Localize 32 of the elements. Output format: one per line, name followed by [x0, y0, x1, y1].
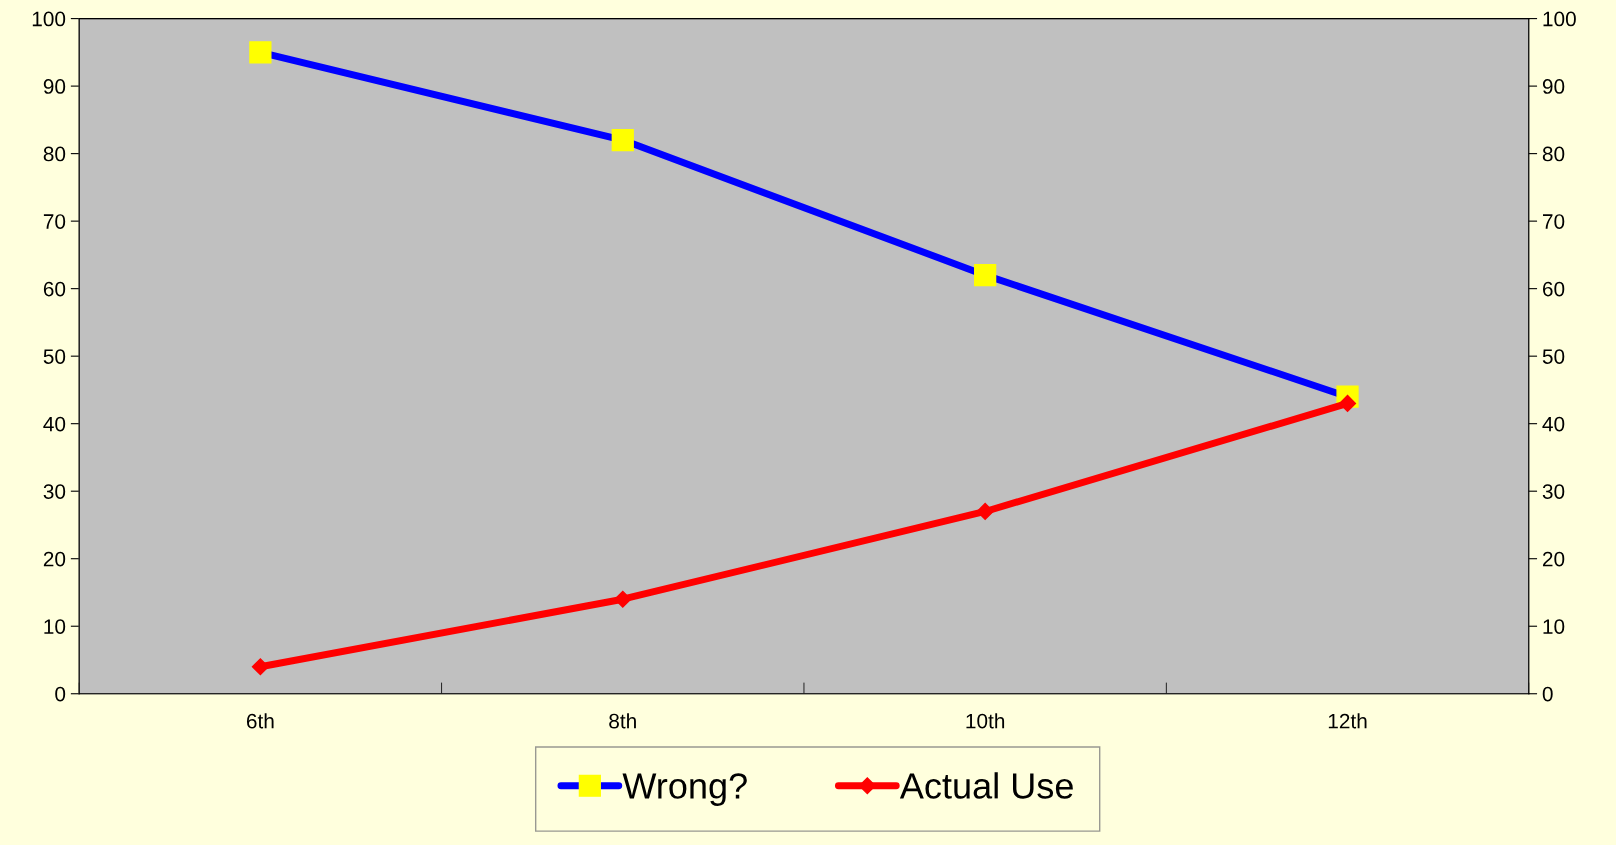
y-tick-label: 0 — [55, 686, 66, 702]
y2-tick-label: 40 — [1542, 416, 1565, 432]
y-tick-label: 40 — [43, 416, 66, 432]
point — [614, 590, 632, 608]
y-tick-label: 80 — [43, 146, 66, 162]
y2-tick-label: 30 — [1542, 484, 1565, 499]
y2-tick-label: 20 — [1542, 551, 1565, 567]
point — [976, 502, 994, 521]
y-tick-label: 60 — [43, 281, 66, 297]
y2-tick-label: 70 — [1543, 214, 1565, 229]
x-tick-label: 8th — [609, 713, 636, 729]
y-tick-label: 70 — [43, 214, 66, 229]
y-tick-label: 10 — [44, 619, 66, 634]
y2-tick-label: 90 — [1542, 79, 1565, 94]
y-tick-label: 90 — [43, 79, 66, 94]
y-tick-label: 30 — [43, 484, 66, 499]
y-tick-label: 50 — [43, 349, 66, 364]
x-tick-label: 12th — [1328, 713, 1367, 729]
point — [251, 658, 269, 676]
x-tick-label: 10th — [966, 713, 1005, 729]
legend-label: Wrong? — [622, 773, 747, 806]
y2-tick-label: 100 — [1543, 11, 1576, 27]
y-tick-label: 100 — [32, 11, 66, 27]
point — [1338, 394, 1357, 412]
x-tick-label: 6th — [246, 713, 274, 729]
y2-tick-label: 60 — [1542, 281, 1565, 297]
y2-tick-label: 10 — [1543, 619, 1565, 634]
y2-tick-label: 0 — [1542, 686, 1553, 702]
legend-label: Actual Use — [899, 772, 1073, 799]
y-tick-label: 20 — [43, 551, 66, 567]
y2-tick-label: 80 — [1542, 146, 1565, 162]
y2-tick-label: 50 — [1542, 349, 1565, 364]
